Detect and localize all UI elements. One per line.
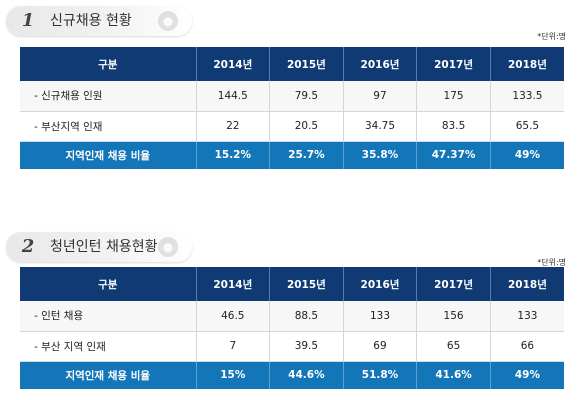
table-cell: 88.5 (269, 301, 344, 332)
header-year: 2015년 (269, 267, 344, 301)
section-title: 청년인턴 채용현황 (50, 239, 158, 255)
unit-note: *단위:명 (537, 32, 566, 41)
table-cell: 83.5 (416, 111, 491, 142)
table-header-row: 구분 2014년 2015년 2016년 2017년 2018년 (20, 267, 564, 301)
row-label: - 신규채용 인원 (20, 81, 197, 112)
table-cell: 66 (490, 331, 564, 362)
header-year: 2018년 (490, 267, 564, 301)
header-year: 2016년 (343, 267, 418, 301)
table-cell: 79.5 (269, 81, 344, 112)
table-cell: 133 (343, 301, 418, 332)
table-cell: 22 (196, 111, 271, 142)
ratio-cell: 15% (196, 361, 271, 389)
section-number: 1 (21, 10, 35, 31)
table-cell: 7 (196, 331, 271, 362)
ratio-cell: 35.8% (343, 141, 418, 169)
table-cell: 39.5 (269, 331, 344, 362)
section-number: 2 (21, 236, 35, 257)
table-cell: 20.5 (269, 111, 344, 142)
header-category: 구분 (20, 47, 197, 81)
ratio-cell: 49% (490, 361, 564, 389)
table-cell: 46.5 (196, 301, 271, 332)
ratio-cell: 51.8% (343, 361, 418, 389)
header-year: 2017년 (416, 267, 491, 301)
data-table: 구분 2014년 2015년 2016년 2017년 2018년 - 인턴 채용… (20, 267, 564, 389)
unit-note: *단위:명 (537, 258, 566, 267)
table-cell: 65 (416, 331, 491, 362)
ratio-cell: 41.6% (416, 361, 491, 389)
header-year: 2018년 (490, 47, 564, 81)
section-title: 신규채용 현황 (50, 13, 132, 29)
header-year: 2017년 (416, 47, 491, 81)
circle-icon: ● (158, 237, 178, 257)
row-label: - 부산 지역 인재 (20, 331, 197, 362)
section-title-bar: 1 신규채용 현황 ● (6, 6, 192, 36)
table-header-row: 구분 2014년 2015년 2016년 2017년 2018년 (20, 47, 564, 81)
table-cell: 144.5 (196, 81, 271, 112)
ratio-cell: 49% (490, 141, 564, 169)
table-cell: 133 (490, 301, 564, 332)
header-year: 2016년 (343, 47, 418, 81)
table-cell: 97 (343, 81, 418, 112)
ratio-label: 지역인재 채용 비율 (20, 361, 197, 389)
header-year: 2014년 (196, 267, 271, 301)
table-cell: 156 (416, 301, 491, 332)
row-label: - 부산지역 인재 (20, 111, 197, 142)
section-title-bar: 2 청년인턴 채용현황 ● (6, 232, 192, 262)
table-cell: 133.5 (490, 81, 564, 112)
ratio-row: 지역인재 채용 비율 15% 44.6% 51.8% 41.6% 49% (20, 361, 564, 389)
ratio-cell: 47.37% (416, 141, 491, 169)
table-cell: 65.5 (490, 111, 564, 142)
ratio-cell: 44.6% (269, 361, 344, 389)
table-cell: 34.75 (343, 111, 418, 142)
header-year: 2014년 (196, 47, 271, 81)
header-year: 2015년 (269, 47, 344, 81)
ratio-cell: 25.7% (269, 141, 344, 169)
table-row: - 부산지역 인재 22 20.5 34.75 83.5 65.5 (20, 111, 564, 142)
table-cell: 69 (343, 331, 418, 362)
table-row: - 부산 지역 인재 7 39.5 69 65 66 (20, 331, 564, 362)
table-row: - 신규채용 인원 144.5 79.5 97 175 133.5 (20, 81, 564, 112)
ratio-row: 지역인재 채용 비율 15.2% 25.7% 35.8% 47.37% 49% (20, 141, 564, 169)
table-cell: 175 (416, 81, 491, 112)
ratio-label: 지역인재 채용 비율 (20, 141, 197, 169)
header-category: 구분 (20, 267, 197, 301)
data-table: 구분 2014년 2015년 2016년 2017년 2018년 - 신규채용 … (20, 47, 564, 169)
ratio-cell: 15.2% (196, 141, 271, 169)
row-label: - 인턴 채용 (20, 301, 197, 332)
table-row: - 인턴 채용 46.5 88.5 133 156 133 (20, 301, 564, 332)
person-icon: ● (158, 11, 178, 31)
